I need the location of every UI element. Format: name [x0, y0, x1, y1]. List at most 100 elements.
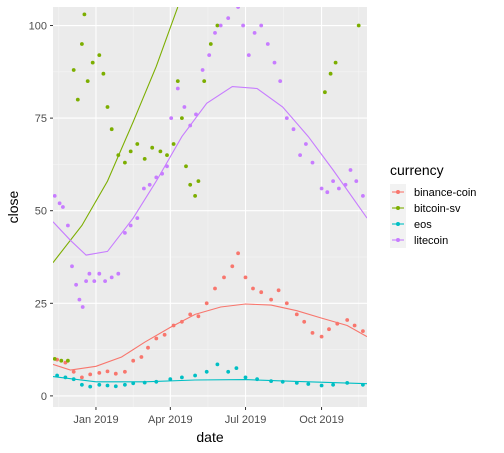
- data-point-litecoin: [278, 79, 283, 83]
- y-axis-title: close: [5, 190, 21, 223]
- panel-background: [53, 7, 367, 407]
- data-point-litecoin: [109, 275, 114, 280]
- data-point-bitcoin-sv: [97, 53, 102, 57]
- data-point-eos: [154, 379, 159, 384]
- data-point-binance-coin: [188, 312, 193, 317]
- data-point-litecoin: [354, 179, 359, 184]
- data-point-litecoin: [61, 205, 65, 209]
- trend-line-litecoin: [53, 86, 367, 256]
- data-point-bitcoin-sv: [328, 71, 333, 76]
- data-point-litecoin: [135, 216, 140, 221]
- data-point-binance-coin: [302, 319, 307, 324]
- data-point-bitcoin-sv: [116, 153, 121, 158]
- data-point-bitcoin-sv: [82, 12, 87, 17]
- data-point-litecoin: [200, 68, 205, 72]
- data-point-litecoin: [84, 279, 88, 283]
- data-point-litecoin: [259, 23, 264, 28]
- data-point-bitcoin-sv: [123, 160, 127, 165]
- data-point-litecoin: [207, 53, 212, 57]
- data-point-litecoin: [310, 160, 315, 165]
- data-point-eos: [88, 384, 93, 389]
- data-point-litecoin: [226, 16, 231, 20]
- data-point-binance-coin: [162, 332, 167, 337]
- legend-label-binance-coin: binance-coin: [414, 187, 476, 199]
- data-point-binance-coin: [243, 275, 248, 280]
- legend-label-litecoin: litecoin: [414, 235, 448, 247]
- data-point-binance-coin: [284, 301, 289, 306]
- data-point-bitcoin-sv: [184, 164, 188, 169]
- data-point-litecoin: [160, 171, 165, 176]
- data-point-litecoin: [147, 182, 152, 187]
- data-point-litecoin: [272, 60, 277, 65]
- data-point-litecoin: [298, 153, 302, 158]
- data-point-bitcoin-sv: [175, 79, 180, 83]
- data-point-litecoin: [165, 164, 169, 169]
- data-point-binance-coin: [88, 372, 93, 377]
- data-point-eos: [80, 382, 84, 387]
- data-point-eos: [204, 369, 209, 374]
- data-point-eos: [306, 382, 311, 386]
- data-point-bitcoin-sv: [193, 194, 198, 198]
- data-point-litecoin: [116, 271, 121, 276]
- trend-line-binance-coin: [53, 303, 367, 371]
- data-point-eos: [71, 377, 76, 382]
- legend: currency binance-coin bitcoin-sv eos liteco…: [390, 162, 476, 248]
- data-point-eos: [294, 381, 299, 385]
- data-point-eos: [269, 379, 273, 383]
- x-axis: Jan 2019 Apr 2019 Jul 2019 Oct 2019: [73, 407, 344, 426]
- data-point-binance-coin: [230, 264, 235, 269]
- data-point-binance-coin: [251, 286, 255, 291]
- data-point-bitcoin-sv: [165, 153, 169, 158]
- data-point-bitcoin-sv: [75, 97, 80, 102]
- y-tick-label: 75: [35, 113, 47, 125]
- data-point-litecoin: [123, 231, 127, 235]
- data-point-litecoin: [142, 186, 146, 191]
- y-axis: 0 25 50 75 100: [29, 21, 53, 403]
- data-point-eos: [331, 382, 335, 387]
- data-point-bitcoin-sv: [109, 127, 114, 132]
- legend-label-bitcoin-sv: bitcoin-sv: [414, 203, 461, 215]
- data-point-eos: [105, 383, 110, 388]
- data-point-binance-coin: [113, 371, 118, 376]
- data-point-binance-coin: [213, 286, 217, 291]
- data-point-eos: [319, 383, 324, 388]
- data-point-bitcoin-sv: [135, 142, 140, 146]
- data-point-litecoin: [325, 190, 330, 195]
- trend-lines: [53, 7, 367, 385]
- data-point-binance-coin: [222, 275, 226, 280]
- trend-line-bitcoin-sv: [53, 7, 179, 263]
- data-point-litecoin: [70, 264, 74, 269]
- data-point-litecoin: [246, 53, 251, 57]
- data-point-eos: [113, 384, 118, 389]
- data-point-binance-coin: [310, 331, 315, 335]
- data-point-litecoin: [80, 305, 85, 309]
- data-points: [53, 7, 365, 389]
- data-point-eos: [193, 373, 198, 378]
- data-point-eos: [226, 369, 231, 374]
- data-point-binance-coin: [276, 288, 281, 293]
- data-point-litecoin: [236, 7, 240, 9]
- data-point-litecoin: [128, 223, 133, 228]
- data-point-bitcoin-sv: [142, 157, 147, 161]
- data-point-litecoin: [304, 142, 308, 146]
- data-point-binance-coin: [196, 314, 201, 319]
- data-point-litecoin: [241, 23, 246, 28]
- data-point-litecoin: [182, 105, 187, 109]
- data-point-binance-coin: [327, 327, 331, 332]
- grid-lines: [53, 7, 367, 407]
- data-point-bitcoin-sv: [196, 179, 201, 184]
- data-point-eos: [215, 362, 220, 367]
- data-point-binance-coin: [180, 319, 184, 324]
- data-point-litecoin: [154, 175, 159, 180]
- data-point-bitcoin-sv: [356, 23, 361, 28]
- data-point-binance-coin: [236, 251, 241, 256]
- data-point-eos: [63, 375, 68, 380]
- legend-dot-bitcoin-sv: [396, 206, 400, 210]
- data-point-litecoin: [194, 112, 198, 117]
- data-point-bitcoin-sv: [101, 71, 106, 76]
- data-point-litecoin: [77, 297, 82, 302]
- data-point-binance-coin: [80, 375, 84, 380]
- data-point-bitcoin-sv: [171, 142, 176, 146]
- x-tick-label: Jan 2019: [73, 414, 118, 426]
- x-axis-title: date: [196, 429, 223, 445]
